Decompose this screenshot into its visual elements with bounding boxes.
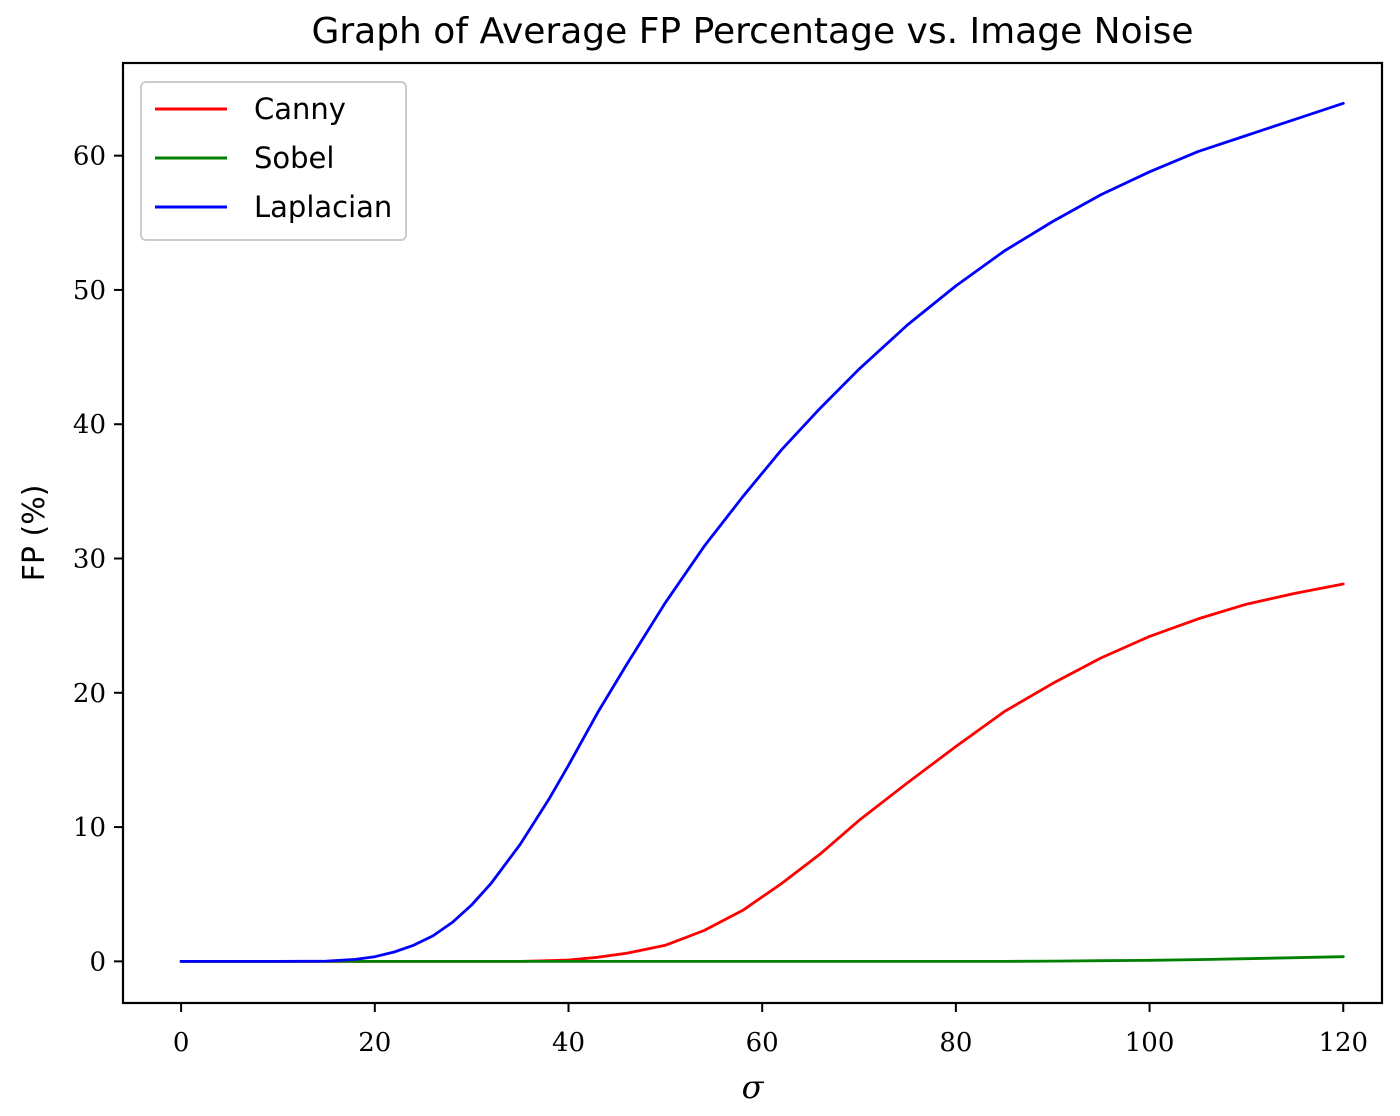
legend-label-laplacian: Laplacian (254, 190, 392, 224)
chart-title: Graph of Average FP Percentage vs. Image… (311, 11, 1193, 52)
x-tick-label: 80 (939, 1028, 972, 1058)
legend-items: Canny Sobel Laplacian (155, 92, 392, 224)
y-tick-label: 20 (73, 679, 106, 709)
series-line-sobel (179, 955, 1345, 963)
legend-label-sobel: Sobel (254, 141, 334, 175)
y-tick-label: 40 (73, 410, 106, 440)
x-tick-label: 0 (173, 1028, 190, 1058)
y-tick-label: 30 (73, 545, 106, 575)
x-tick-label: 20 (358, 1028, 391, 1058)
y-axis-label: FP (%) (17, 485, 52, 582)
y-tick-label: 60 (73, 142, 106, 172)
x-tick-label: 40 (552, 1028, 585, 1058)
x-axis-label: σ (742, 1068, 765, 1106)
y-tick-label: 0 (89, 947, 106, 977)
x-tick-label: 120 (1318, 1028, 1368, 1058)
series-layer (179, 101, 1345, 963)
x-tick-label: 60 (746, 1028, 779, 1058)
legend-box (140, 81, 407, 241)
y-tick-label: 10 (73, 813, 106, 843)
y-tick-label: 50 (73, 276, 106, 306)
x-tick-label: 100 (1125, 1028, 1175, 1058)
ticks-layer: 0 20 40 60 80 100 120 0 10 20 30 40 50 60 (73, 142, 1368, 1058)
legend: Canny Sobel Laplacian (140, 81, 407, 241)
series-line-laplacian (179, 101, 1345, 963)
plot-area-frame (121, 61, 1384, 1005)
legend-label-canny: Canny (254, 92, 346, 126)
